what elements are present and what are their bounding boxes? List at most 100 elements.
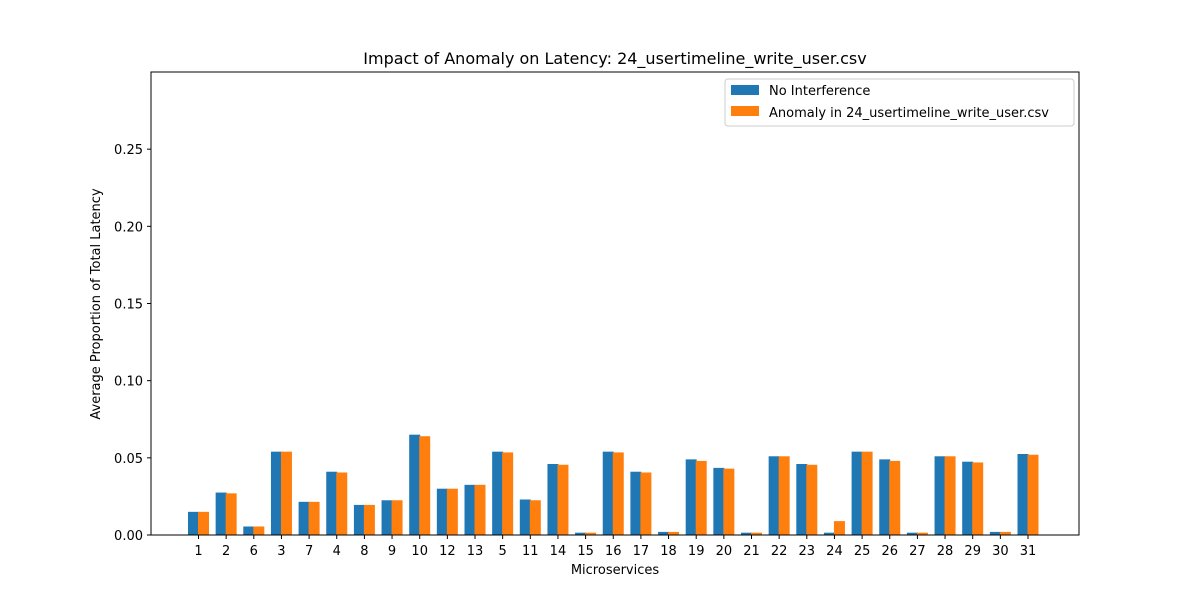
y-tick-label: 0.15 xyxy=(114,298,143,313)
x-tick-label: 17 xyxy=(633,544,650,559)
bar-no-interference-22 xyxy=(768,456,780,535)
bar-no-interference-13 xyxy=(464,484,476,535)
bar-anomaly-13 xyxy=(474,484,486,535)
bar-no-interference-24 xyxy=(823,532,835,535)
bar-anomaly-21 xyxy=(751,532,762,535)
chart-title: Impact of Anomaly on Latency: 24_usertim… xyxy=(363,49,866,69)
x-tick-label: 3 xyxy=(277,544,285,559)
bar-no-interference-28 xyxy=(934,456,946,535)
legend-box xyxy=(724,78,1075,127)
bar-no-interference-7 xyxy=(298,501,310,535)
bar-no-interference-1 xyxy=(188,511,199,535)
bar-anomaly-9 xyxy=(391,500,403,535)
x-tick-label: 18 xyxy=(660,544,677,559)
x-tick-label: 25 xyxy=(854,544,871,559)
x-tick-label: 21 xyxy=(743,544,760,559)
y-axis: 0.00 0.05 0.10 0.15 0.20 0.25 xyxy=(114,143,151,544)
bar-anomaly-23 xyxy=(806,464,818,535)
bar-no-interference-14 xyxy=(547,464,559,535)
bar-no-interference-18 xyxy=(658,531,670,535)
plot-area: 0.000.050.100.150.200.25 1 2 6 3 7 4 8 9 10 12 13 5… xyxy=(114,71,1080,559)
bar-no-interference-20 xyxy=(713,467,725,535)
bar-no-interference-11 xyxy=(519,499,531,535)
legend-label-no-interference: No Interference xyxy=(769,84,870,99)
bar-anomaly-17 xyxy=(640,472,652,535)
bar-anomaly-30 xyxy=(999,531,1011,535)
x-tick-label: 26 xyxy=(881,544,898,559)
bar-anomaly-25 xyxy=(861,451,873,535)
x-tick-label: 9 xyxy=(388,544,396,559)
x-tick-label: 15 xyxy=(577,544,594,559)
x-tick-label: 31 xyxy=(1020,544,1037,559)
x-tick-label: 4 xyxy=(333,544,341,559)
bar-no-interference-29 xyxy=(962,461,974,535)
bar-anomaly-10 xyxy=(419,436,431,535)
bar-anomaly-2 xyxy=(225,493,237,535)
x-tick-label: 20 xyxy=(716,544,733,559)
x-tick-label: 27 xyxy=(909,544,926,559)
x-tick-label: 28 xyxy=(937,544,954,559)
x-tick-label: 23 xyxy=(799,544,816,559)
legend-label-anomaly: Anomaly in 24_usertimeline_write_user.cs… xyxy=(769,106,1049,121)
bar-no-interference-17 xyxy=(630,471,642,535)
bar-no-interference-19 xyxy=(685,459,697,535)
legend-swatch-anomaly xyxy=(731,106,759,116)
bar-anomaly-12 xyxy=(446,488,458,535)
y-tick-label: 0.20 xyxy=(114,220,143,235)
bar-no-interference-8 xyxy=(353,504,365,535)
x-tick-label: 11 xyxy=(522,544,539,559)
bar-no-interference-4 xyxy=(326,471,338,535)
bar-anomaly-7 xyxy=(308,501,320,535)
x-tick-label: 7 xyxy=(305,544,313,559)
bar-no-interference-6 xyxy=(243,526,255,535)
bar-anomaly-22 xyxy=(778,456,790,535)
x-tick-label: 8 xyxy=(360,544,368,559)
y-tick-label: 0.25 xyxy=(114,143,143,158)
bar-no-interference-23 xyxy=(796,464,808,535)
x-tick-label: 19 xyxy=(688,544,705,559)
bar-anomaly-6 xyxy=(253,526,265,535)
bar-anomaly-20 xyxy=(723,468,735,535)
bar-no-interference-30 xyxy=(989,531,1001,535)
legend-swatch-no-interference xyxy=(731,85,759,95)
x-tick-label: 24 xyxy=(826,544,843,559)
bar-no-interference-3 xyxy=(270,451,282,535)
bar-anomaly-27 xyxy=(916,532,928,535)
bar-no-interference-16 xyxy=(602,451,614,535)
bar-anomaly-1 xyxy=(198,511,209,535)
x-tick-label: 22 xyxy=(771,544,788,559)
bar-no-interference-25 xyxy=(851,451,863,535)
legend: No Interference Anomaly in 24_usertimeli… xyxy=(724,78,1075,127)
bar-anomaly-24 xyxy=(833,521,845,535)
x-axis: 1 2 6 3 7 4 8 9 10 12 13 5 11 14 15 16 17 18 19 20 21 22 23 24 2… xyxy=(194,535,1036,559)
bar-anomaly-18 xyxy=(668,531,680,535)
y-tick-label: 0.05 xyxy=(114,452,143,467)
bar-anomaly-26 xyxy=(889,460,901,535)
bar-anomaly-3 xyxy=(280,451,292,535)
bar-no-interference-15 xyxy=(575,532,587,535)
x-tick-label: 2 xyxy=(222,544,230,559)
x-tick-label: 29 xyxy=(964,544,981,559)
bar-no-interference-27 xyxy=(906,532,918,535)
x-tick-label: 10 xyxy=(411,544,428,559)
x-tick-label: 6 xyxy=(250,544,258,559)
x-tick-label: 12 xyxy=(439,544,456,559)
bar-no-interference-5 xyxy=(492,451,504,535)
bar-anomaly-19 xyxy=(695,460,707,535)
bars-group xyxy=(188,434,1039,535)
bar-no-interference-2 xyxy=(215,492,227,535)
x-tick-label: 5 xyxy=(499,544,507,559)
bar-anomaly-31 xyxy=(1027,454,1039,535)
y-tick-label: 0.10 xyxy=(114,375,143,390)
y-axis-title: Average Proportion of Total Latency xyxy=(89,188,104,420)
bar-anomaly-8 xyxy=(363,504,375,535)
x-tick-label: 16 xyxy=(605,544,622,559)
bar-anomaly-4 xyxy=(336,472,348,535)
bar-no-interference-10 xyxy=(409,434,421,535)
x-tick-label: 30 xyxy=(992,544,1009,559)
bar-anomaly-28 xyxy=(944,456,956,535)
bar-no-interference-12 xyxy=(436,488,448,535)
x-axis-title: Microservices xyxy=(571,563,660,578)
x-tick-label: 14 xyxy=(550,544,567,559)
